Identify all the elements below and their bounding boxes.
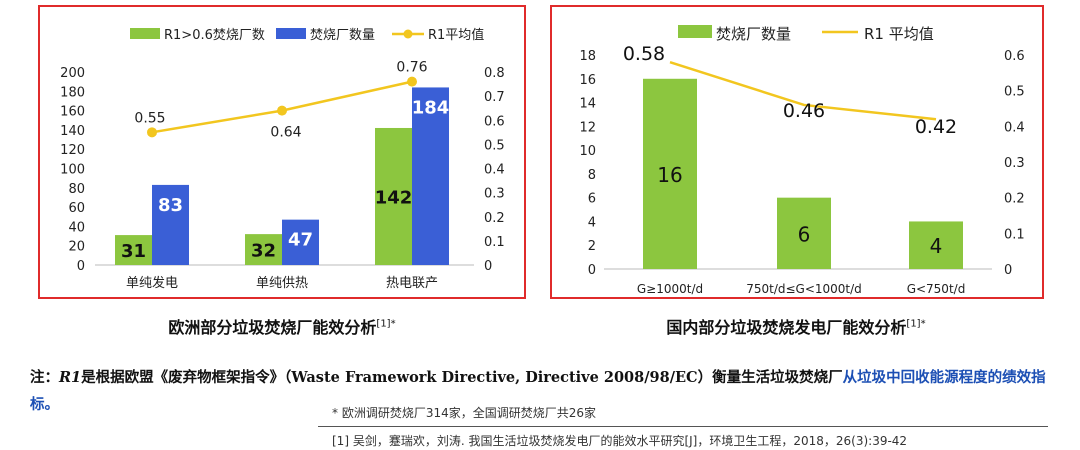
- legend-swatch-green: [678, 25, 712, 38]
- right-axis-tick-label: 0.1: [484, 235, 505, 250]
- left-axis-tick-label: 40: [68, 220, 85, 235]
- left-axis-tick-label: 4: [588, 215, 596, 230]
- left-axis-tick-label: 120: [60, 143, 85, 158]
- left-axis-tick-label: 2: [588, 239, 596, 254]
- bar-value-label: 6: [798, 222, 811, 246]
- left-axis-tick-label: 8: [588, 168, 596, 183]
- europe-chart-caption: 欧洲部分垃圾焚烧厂能效分析[1]*: [168, 318, 396, 337]
- legend-label: R1 平均值: [864, 25, 934, 43]
- bar-value-label: 16: [657, 163, 682, 187]
- legend-label: R1平均值: [428, 27, 484, 43]
- bar-value-label-blue: 184: [412, 97, 450, 118]
- right-axis-tick-label: 0.4: [484, 163, 505, 178]
- right-axis-tick-label: 0.3: [1004, 156, 1025, 171]
- left-axis-tick-label: 0: [77, 259, 85, 274]
- left-axis-tick-label: 140: [60, 124, 85, 139]
- survey-footnote: * 欧洲调研焚烧厂314家，全国调研焚烧厂共26家: [332, 406, 596, 420]
- right-axis-tick-label: 0.4: [1004, 120, 1025, 135]
- left-axis-tick-label: 200: [60, 66, 85, 81]
- reference-citation: [1] 吴剑，蹇瑞欢，刘涛. 我国生活垃圾焚烧发电厂的能效水平研究[J]，环境卫…: [318, 426, 1048, 449]
- bar-plant-count: [282, 219, 319, 265]
- bar-value-label-green: 32: [251, 241, 276, 262]
- left-axis-tick-label: 180: [60, 85, 85, 100]
- r1-definition-note: 注：R1是根据欧盟《废弃物框架指令》（Waste Framework Direc…: [30, 369, 1046, 413]
- right-axis-tick-label: 0.6: [484, 114, 505, 129]
- bar-plant-count: [152, 184, 189, 265]
- right-axis-tick-label: 0.5: [1004, 85, 1025, 100]
- bar-r1-over-0.6-count: [245, 234, 282, 265]
- category-label: G≥1000t/d: [637, 282, 703, 296]
- r1-average-label: 0.55: [134, 110, 165, 126]
- legend-label: 焚烧厂数量: [716, 25, 791, 43]
- bar-value-label-green: 142: [375, 187, 413, 208]
- right-axis-tick-label: 0: [484, 259, 492, 274]
- bar-value-label-blue: 83: [158, 195, 183, 216]
- europe-chart-svg: 2001801601401201008060402000.80.70.60.50…: [60, 27, 505, 291]
- left-axis-tick-label: 18: [579, 49, 596, 64]
- legend-swatch-green: [130, 28, 160, 39]
- bar-value-label-blue: 47: [288, 230, 313, 251]
- left-axis-tick-label: 6: [588, 192, 596, 207]
- bar-value-label: 4: [930, 234, 943, 258]
- bar-r1-over-0.6-count: [115, 235, 152, 265]
- category-label: 热电联产: [386, 276, 438, 291]
- right-axis-tick-label: 0.5: [484, 138, 505, 153]
- legend-label: 焚烧厂数量: [310, 28, 375, 43]
- category-label: 单纯发电: [126, 275, 178, 291]
- chart-panel-china: 18 16 14 12 10 8 6 4 2 0 0.6 0.5 0.4 0.3 0.2 0.1 0 16 G≥10…: [550, 5, 1044, 299]
- right-axis-tick-label: 0.7: [484, 90, 505, 105]
- bar-r1-over-0.6-count: [375, 127, 412, 265]
- left-axis-tick-label: 100: [60, 163, 85, 178]
- right-axis-tick-label: 0.3: [484, 187, 505, 202]
- bar-plant-count: [643, 78, 697, 270]
- r1-average-label: 0.76: [396, 60, 427, 76]
- r1-average-point: [407, 76, 417, 87]
- right-axis-tick-label: 0.2: [484, 211, 505, 226]
- left-axis-tick-label: 20: [68, 240, 85, 255]
- left-axis-tick-label: 16: [579, 73, 596, 88]
- left-axis-tick-label: 10: [579, 144, 596, 159]
- r1-average-label: 0.64: [270, 125, 301, 141]
- bar-plant-count: [777, 197, 831, 269]
- right-axis-tick-label: 0.6: [1004, 49, 1025, 64]
- chart-panel-europe: 200 180 160 140 120 100 80 60 40 20 0 0.8 0.7 0.6 0.5 0…: [38, 5, 526, 299]
- r1-average-point: [147, 127, 157, 138]
- bar-value-label-green: 31: [121, 241, 146, 262]
- left-axis-tick-label: 160: [60, 105, 85, 120]
- category-label: 单纯供热: [256, 276, 308, 291]
- legend-label: R1>0.6焚烧厂数: [164, 28, 265, 43]
- left-axis-tick-label: 12: [579, 120, 596, 135]
- r1-average-label: 0.42: [915, 116, 957, 138]
- r1-average-line: [669, 60, 937, 121]
- left-axis-tick-label: 14: [579, 97, 596, 112]
- legend-swatch-blue: [276, 28, 306, 39]
- left-axis-tick-label: 80: [68, 182, 85, 197]
- legend-swatch-point: [403, 29, 413, 39]
- bar-plant-count: [412, 87, 449, 265]
- right-axis-tick-label: 0.8: [484, 66, 505, 81]
- right-axis-tick-label: 0.1: [1004, 227, 1025, 242]
- china-chart-caption: 国内部分垃圾焚烧发电厂能效分析[1]*: [666, 318, 926, 337]
- bar-plant-count: [909, 221, 963, 269]
- r1-average-point: [277, 105, 287, 116]
- r1-average-label: 0.46: [783, 100, 825, 122]
- category-label: G<750t/d: [907, 282, 966, 296]
- right-axis-tick-label: 0.2: [1004, 192, 1025, 207]
- category-label: 750t/d≤G<1000t/d: [746, 282, 862, 296]
- left-axis-tick-label: 0: [588, 263, 596, 278]
- r1-average-label: 0.58: [623, 43, 665, 65]
- china-chart-svg: 18 16 14 12 10 8 6 4 2 0 0.6 0.5 0.4 0.3 0.2 0.1 0 16 G≥10…: [579, 25, 1025, 296]
- right-axis-tick-label: 0: [1004, 263, 1012, 278]
- left-axis-tick-label: 60: [68, 201, 85, 216]
